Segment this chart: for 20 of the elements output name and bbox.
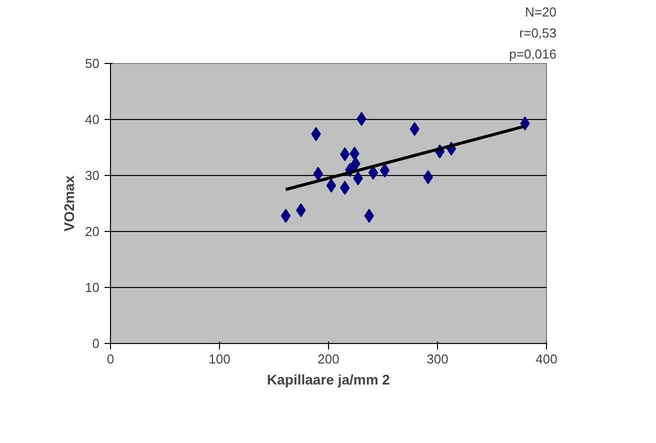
x-axis-title: Kapillaare ja/mm 2	[267, 372, 390, 388]
y-tick-label: 40	[85, 112, 100, 127]
x-tick-label: 100	[208, 352, 230, 366]
x-tick-label: 0	[106, 352, 114, 366]
point	[280, 208, 291, 223]
y-tick-label: 10	[85, 280, 100, 295]
y-tick-label: 50	[85, 56, 100, 71]
y-tick-label: 20	[85, 224, 100, 239]
x-tick-label: 200	[318, 352, 340, 366]
text: N=20	[525, 4, 557, 20]
y-axis-title: VO2max	[61, 175, 78, 232]
text: r=0,53	[519, 26, 557, 40]
text: p=0,016	[509, 46, 557, 62]
point	[326, 178, 336, 193]
x-tick-label: 300	[426, 352, 448, 366]
y-tick-label: 30	[85, 168, 100, 183]
point	[380, 163, 390, 178]
point	[368, 166, 378, 180]
y-tick-label: 0	[92, 336, 100, 351]
x-tick-label: 400	[536, 352, 558, 366]
